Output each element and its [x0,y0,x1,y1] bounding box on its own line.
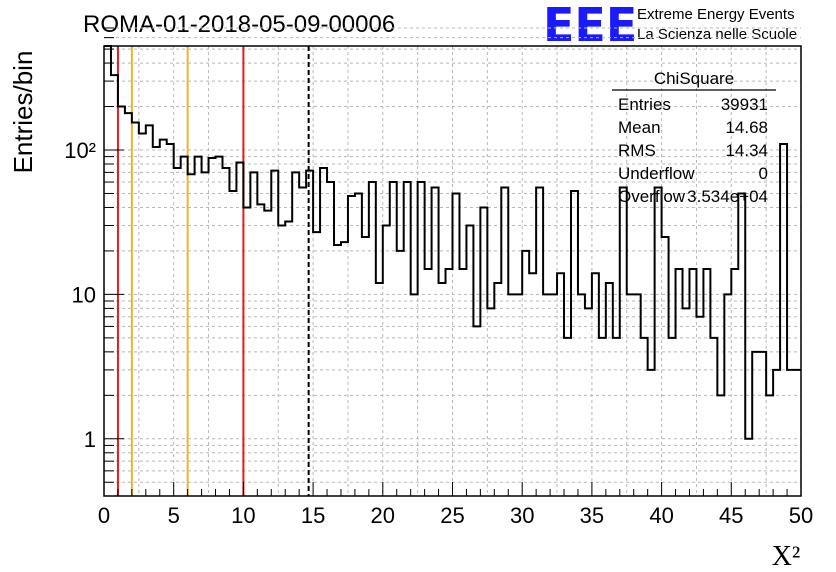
x-tick-label: 30 [510,503,534,528]
y-tick-label: 10 [72,282,96,307]
stats-value: 14.68 [725,118,768,137]
x-tick-label: 0 [98,503,110,528]
x-tick-label: 10 [231,503,255,528]
x-tick-label: 50 [789,503,813,528]
x-tick-label: 45 [719,503,743,528]
stats-value: 14.34 [725,141,768,160]
stats-label: Mean [618,118,661,137]
chart-title: ROMA-01-2018-05-09-00006 [83,11,395,38]
stats-box: ChiSquare Entries 39931 Mean 14.68 RMS 1… [612,69,776,206]
x-tick-label: 20 [371,503,395,528]
x-tick-label: 40 [649,503,673,528]
logo-mark: EEE [543,0,637,52]
stats-value: 39931 [721,95,768,114]
x-tick-label: 5 [168,503,180,528]
histogram-line [104,45,801,440]
x-tick-label: 25 [440,503,464,528]
x-tick-label: 35 [580,503,604,528]
y-tick-label: 10² [64,138,96,163]
logo-line-2: La Scienza nelle Scuole [637,26,797,43]
stats-label: Underflow [618,164,695,183]
x-axis-label: X² [772,541,801,572]
y-axis-label: Entries/bin [8,51,38,174]
stats-value: 0 [759,164,768,183]
stats-title: ChiSquare [654,69,734,88]
y-tick-label: 1 [84,427,96,452]
stats-label: Overflow [618,187,686,206]
x-tick-label: 15 [301,503,325,528]
eee-logo: EEE Extreme Energy Events La Scienza nel… [543,0,797,52]
stats-label: RMS [618,141,656,160]
stats-value: 3.534e+04 [687,187,768,206]
marker-lines [116,46,310,496]
stats-label: Entries [618,95,671,114]
axis-ticks: 0 5 10 15 20 25 30 35 40 45 50 1 10 10² [64,27,813,528]
logo-line-1: Extreme Energy Events [637,6,795,23]
